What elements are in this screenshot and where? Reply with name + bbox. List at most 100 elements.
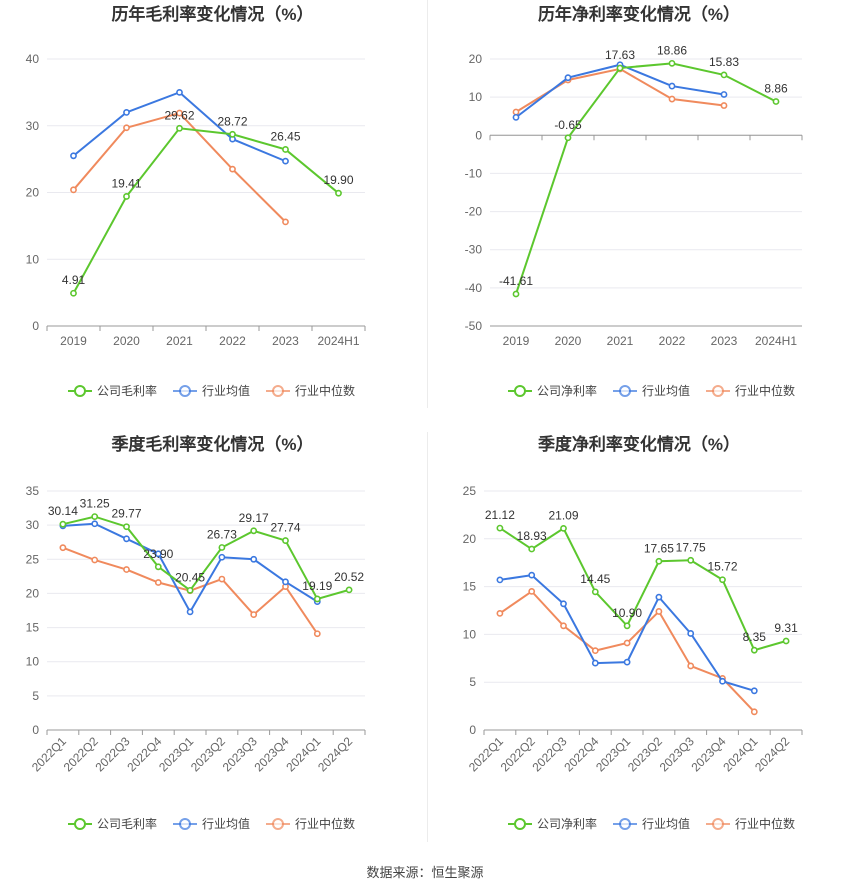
data-point-median <box>229 165 236 173</box>
legend-item-company: 公司净利率 <box>508 383 597 398</box>
legend-item-median: 行业中位数 <box>706 816 795 831</box>
legend-label: 行业中位数 <box>295 816 355 831</box>
legend-label: 公司毛利率 <box>97 383 157 398</box>
chart-title: 历年净利率变化情况（%） <box>538 4 740 24</box>
data-point-median <box>282 218 289 226</box>
data-point-company <box>720 71 728 79</box>
data-point-avg <box>218 553 226 561</box>
data-point-company <box>616 64 624 72</box>
legend-label: 行业均值 <box>202 816 250 831</box>
data-point-avg <box>623 658 631 666</box>
series-line-avg <box>62 522 318 614</box>
chart-annual-gross-margin: 历年毛利率变化情况（%） 0 10 20 30 40 2019 2020 2021 2022 202… <box>26 4 366 398</box>
data-point-company <box>123 193 130 200</box>
data-point-company <box>564 134 572 142</box>
legend-swatch-marker <box>712 818 724 830</box>
data-point-median <box>655 608 663 615</box>
data-point-company <box>313 595 321 603</box>
data-label: 27.74 <box>270 521 300 535</box>
data-point-company <box>282 146 289 153</box>
data-label: 21.09 <box>548 508 578 522</box>
data-point-avg <box>655 593 663 601</box>
data-point-company <box>655 557 663 565</box>
data-label: 29.17 <box>239 511 269 525</box>
data-point-median <box>154 579 162 586</box>
panel-divider-top <box>427 0 428 408</box>
legend-label: 行业均值 <box>202 383 250 398</box>
data-point-company <box>668 59 676 67</box>
data-point-avg <box>564 74 572 82</box>
data-point-avg <box>282 157 289 165</box>
y-tick-label: 35 <box>26 484 40 498</box>
data-point-median <box>496 609 504 617</box>
data-point-median <box>591 647 599 655</box>
chart-annual-net-margin: 历年净利率变化情况（%） -50 -40 -30 -20 -10 0 10 20 2019 2020… <box>465 4 803 398</box>
data-label: 8.35 <box>743 630 767 644</box>
chart-title: 历年毛利率变化情况（%） <box>111 4 313 24</box>
data-point-median <box>750 708 758 716</box>
legend-swatch-marker <box>179 385 191 397</box>
data-point-company <box>782 637 790 645</box>
data-label: 10.90 <box>612 606 642 620</box>
legend-item-avg: 行业均值 <box>613 816 690 831</box>
data-label: 31.25 <box>80 497 110 511</box>
legend-swatch-marker <box>74 818 86 830</box>
data-label: -0.65 <box>554 118 582 132</box>
data-label: 18.93 <box>517 529 547 543</box>
series-line-avg <box>499 574 755 692</box>
series-line-company <box>62 515 350 601</box>
data-point-avg <box>687 630 695 637</box>
x-tick-label: 2024H1 <box>755 334 797 348</box>
data-point-median <box>91 556 99 564</box>
data-label: 26.73 <box>207 527 237 541</box>
data-point-company <box>154 563 162 571</box>
data-point-median <box>720 102 728 109</box>
legend-swatch-marker <box>619 385 631 397</box>
data-point-avg <box>591 659 599 667</box>
data-point-avg <box>282 578 289 586</box>
legend-label: 公司净利率 <box>537 816 597 831</box>
legend-item-company: 公司净利率 <box>508 816 597 831</box>
data-point-avg <box>123 109 130 116</box>
y-tick-label: 30 <box>26 518 40 532</box>
data-label: 23.90 <box>143 547 173 561</box>
data-point-avg <box>176 88 183 96</box>
data-label: 17.65 <box>644 541 674 555</box>
data-label: 19.90 <box>323 173 353 187</box>
legend-swatch-marker <box>272 818 284 830</box>
y-tick-label: 15 <box>463 580 477 594</box>
data-label: 17.75 <box>676 540 706 554</box>
data-point-avg <box>123 535 130 543</box>
data-label: 20.45 <box>175 570 205 584</box>
panel-divider-bottom <box>427 432 428 842</box>
x-tick-label: 2022 <box>219 334 246 348</box>
y-tick-label: 20 <box>463 532 477 546</box>
data-label: 4.91 <box>62 273 86 287</box>
data-point-company <box>591 588 599 596</box>
legend-label: 行业均值 <box>642 816 690 831</box>
data-label: 20.52 <box>334 570 364 584</box>
data-point-company <box>528 545 536 553</box>
legend-label: 行业中位数 <box>295 383 355 398</box>
data-label: 9.31 <box>774 621 798 635</box>
data-point-median <box>176 109 183 117</box>
data-point-median <box>218 575 226 583</box>
data-source-label: 数据来源：恒生聚源 <box>366 865 484 880</box>
legend-label: 公司净利率 <box>537 383 597 398</box>
x-tick-label: 2024Q2 <box>752 734 792 774</box>
legend-item-median: 行业中位数 <box>266 816 355 831</box>
x-tick-label: 2020 <box>555 334 582 348</box>
y-tick-label: 10 <box>26 252 40 266</box>
data-point-company <box>250 527 258 535</box>
y-tick-label: 30 <box>26 119 40 133</box>
data-point-median <box>512 108 520 116</box>
legend-item-median: 行业中位数 <box>266 383 355 398</box>
y-tick-label: 20 <box>469 52 483 66</box>
data-point-avg <box>250 555 258 563</box>
data-point-avg <box>719 677 726 685</box>
data-label: -41.61 <box>499 274 533 288</box>
data-point-avg <box>528 571 536 579</box>
data-point-company <box>687 556 695 564</box>
x-tick-label: 2024H1 <box>317 334 359 348</box>
y-tick-label: 25 <box>26 552 40 566</box>
